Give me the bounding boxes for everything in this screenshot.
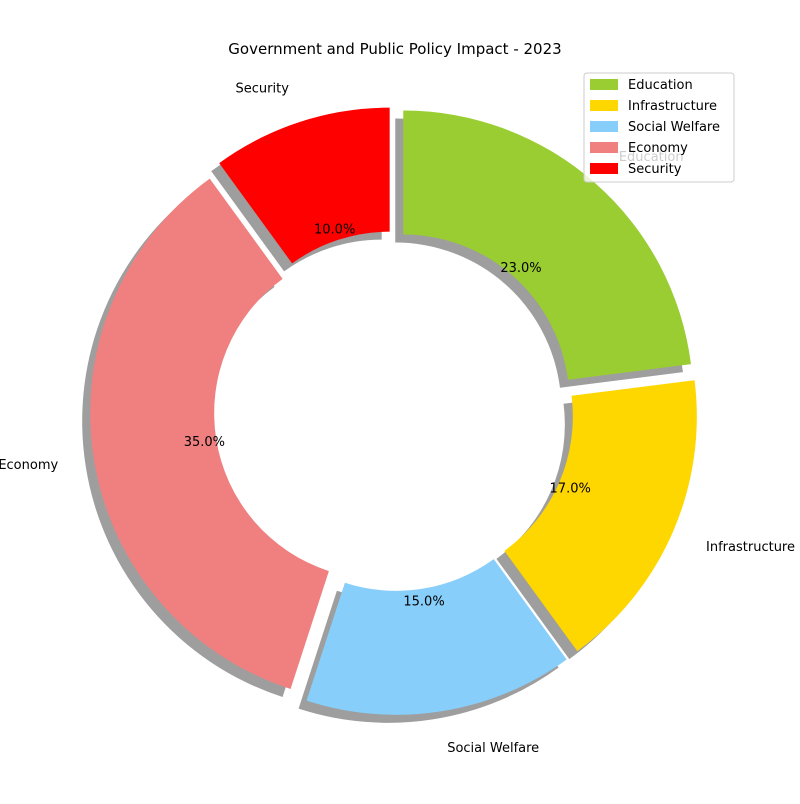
category-label-economy: Economy	[0, 458, 58, 473]
legend-label-infrastructure: Infrastructure	[628, 99, 717, 114]
legend-label-security: Security	[628, 162, 682, 177]
slices	[90, 107, 697, 715]
chart-title: Government and Public Policy Impact - 20…	[228, 40, 561, 58]
legend-swatch-economy	[590, 142, 618, 153]
percent-label-economy: 35.0%	[184, 435, 225, 450]
category-label-infrastructure: Infrastructure	[706, 540, 795, 555]
percent-label-security: 10.0%	[314, 222, 355, 237]
percent-label-education: 23.0%	[500, 261, 541, 276]
legend-label-education: Education	[628, 78, 693, 93]
legend-swatch-social-welfare	[590, 121, 618, 132]
legend: Education Infrastructure Social Welfare Eco…	[583, 72, 735, 183]
slice-security	[219, 107, 390, 264]
slice-infrastructure	[504, 380, 697, 652]
slice-education	[403, 110, 691, 380]
legend-label-social-welfare: Social Welfare	[628, 120, 720, 135]
category-label-security: Security	[236, 82, 290, 97]
legend-swatch-infrastructure	[590, 100, 618, 111]
legend-swatch-education	[590, 79, 618, 90]
slice-social-welfare	[306, 559, 567, 715]
legend-swatch-security	[590, 163, 618, 174]
percent-labels: 23.0% 17.0% 15.0% 35.0% 10.0%	[184, 222, 591, 609]
slice-economy	[90, 178, 329, 689]
percent-label-social-welfare: 15.0%	[403, 595, 444, 610]
legend-label-economy: Economy	[628, 141, 688, 156]
legend-frame	[583, 72, 735, 183]
category-label-social-welfare: Social Welfare	[447, 741, 539, 756]
percent-label-infrastructure: 17.0%	[550, 481, 591, 496]
